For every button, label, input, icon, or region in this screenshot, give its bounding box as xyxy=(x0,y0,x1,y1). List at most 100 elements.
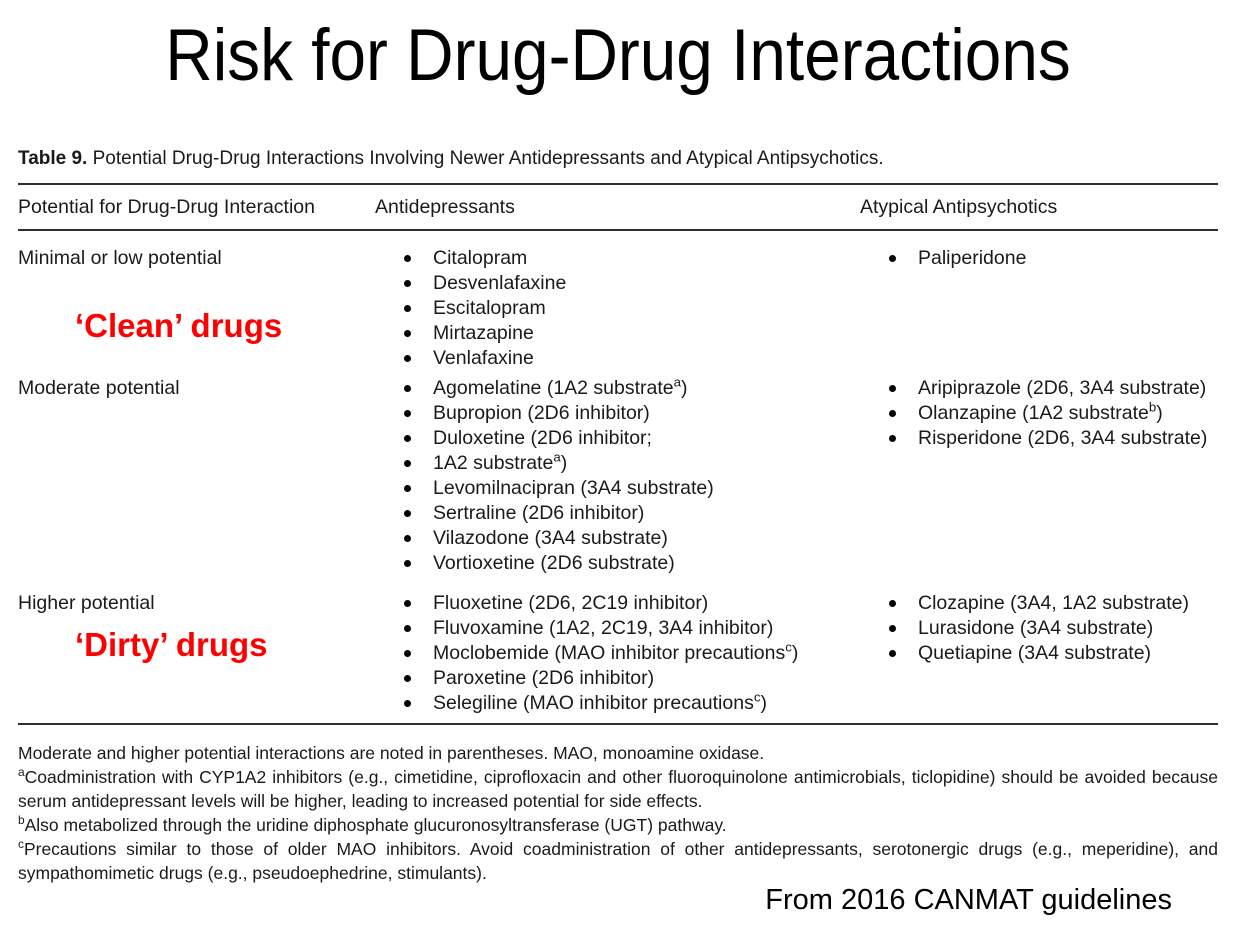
bullet-icon xyxy=(404,560,411,567)
table-row: Moderate potential Agomelatine (1A2 subst… xyxy=(18,371,1218,576)
drug-item: Sertraline (2D6 inhibitor) xyxy=(375,501,860,526)
drug-item: Fluvoxamine (1A2, 2C19, 3A4 inhibitor) xyxy=(375,616,860,641)
drug-item: Bupropion (2D6 inhibitor) xyxy=(375,401,860,426)
drug-item: Paroxetine (2D6 inhibitor) xyxy=(375,666,860,691)
drug-item-text: Paroxetine (2D6 inhibitor) xyxy=(433,667,655,689)
cell-antidepressants: Citalopram Desvenlafaxine Escitalopram Mirt… xyxy=(375,246,860,371)
bullet-icon xyxy=(404,600,411,607)
drug-item-text: Paliperidone xyxy=(918,247,1027,269)
drug-item: Clozapine (3A4, 1A2 substrate) xyxy=(860,591,1218,616)
drug-item: Lurasidone (3A4 substrate) xyxy=(860,616,1218,641)
red-annotation: ‘Dirty’ drugs xyxy=(75,626,268,663)
drug-item-text: Clozapine (3A4, 1A2 substrate) xyxy=(918,592,1189,614)
drug-item-text: Desvenlafaxine xyxy=(433,272,567,294)
row-potential-label: Higher potential xyxy=(18,592,155,614)
drug-item: Aripiprazole (2D6, 3A4 substrate) xyxy=(860,376,1218,401)
bullet-icon xyxy=(404,535,411,542)
bullet-icon xyxy=(889,410,896,417)
table-footnotes: Moderate and higher potential interactio… xyxy=(18,725,1218,885)
drug-item: Vortioxetine (2D6 substrate) xyxy=(375,551,860,576)
bullet-icon xyxy=(404,305,411,312)
bullet-icon xyxy=(404,330,411,337)
bullet-icon xyxy=(404,700,411,707)
drug-item: Moclobemide (MAO inhibitor precautionsc) xyxy=(375,639,860,666)
drug-item: Mirtazapine xyxy=(375,321,860,346)
drug-item-text: Vilazodone (3A4 substrate) xyxy=(433,527,668,549)
drug-item-text: Duloxetine (2D6 inhibitor; xyxy=(433,427,652,449)
table-rule-top xyxy=(18,183,1218,185)
drug-item-text: Sertraline (2D6 inhibitor) xyxy=(433,502,645,524)
bullet-icon xyxy=(889,435,896,442)
bullet-icon xyxy=(404,650,411,657)
bullet-icon xyxy=(889,255,896,262)
column-header-potential: Potential for Drug-Drug Interaction xyxy=(18,196,315,218)
cell-antidepressants: Fluoxetine (2D6, 2C19 inhibitor) Fluvoxam… xyxy=(375,591,860,716)
cell-antipsychotics: Clozapine (3A4, 1A2 substrate) Lurasidone… xyxy=(860,591,1218,716)
cell-antidepressants: Agomelatine (1A2 substratea) Bupropion (2… xyxy=(375,375,860,576)
footnote: aCoadministration with CYP1A2 inhibitors… xyxy=(18,765,1218,811)
cell-antipsychotics: Paliperidone xyxy=(860,246,1218,371)
table-rule-bottom xyxy=(18,723,1218,725)
row-potential-label: Moderate potential xyxy=(18,377,180,399)
drug-item-text: Olanzapine (1A2 substrateb) xyxy=(918,399,1163,424)
bullet-icon xyxy=(404,280,411,287)
drug-item-text: Mirtazapine xyxy=(433,322,534,344)
bullet-icon xyxy=(404,675,411,682)
drug-item-text: Escitalopram xyxy=(433,297,546,319)
drug-item: Selegiline (MAO inhibitor precautionsc) xyxy=(375,689,860,716)
bullet-icon xyxy=(404,435,411,442)
page-title: Risk for Drug-Drug Interactions xyxy=(165,15,1071,96)
drug-item: Levomilnacipran (3A4 substrate) xyxy=(375,476,860,501)
row-potential-label: Minimal or low potential xyxy=(18,247,222,269)
drug-item: Risperidone (2D6, 3A4 substrate) xyxy=(860,426,1218,451)
cell-antipsychotics: Aripiprazole (2D6, 3A4 substrate) Olanzap… xyxy=(860,376,1218,576)
drug-item: Paliperidone xyxy=(860,246,1218,271)
drug-item: Agomelatine (1A2 substratea) xyxy=(375,375,860,401)
bullet-icon xyxy=(889,385,896,392)
bullet-icon xyxy=(889,600,896,607)
drug-item-text: Citalopram xyxy=(433,247,528,269)
table-caption-number: Table 9. xyxy=(18,148,88,169)
table-body: Minimal or low potential ‘Clean’ drugs Cit… xyxy=(18,231,1218,723)
table-rule-header xyxy=(18,229,1218,231)
bullet-icon xyxy=(404,410,411,417)
drug-item-text: Lurasidone (3A4 substrate) xyxy=(918,617,1154,639)
table-caption: Table 9. Potential Drug-Drug Interaction… xyxy=(18,148,1218,170)
bullet-icon xyxy=(404,355,411,362)
drug-item: 1A2 substratea) xyxy=(375,450,860,476)
drug-item-text: Bupropion (2D6 inhibitor) xyxy=(433,402,650,424)
column-header-antipsychotics: Atypical Antipsychotics xyxy=(860,196,1058,218)
red-annotation: ‘Clean’ drugs xyxy=(75,307,283,344)
cell-potential: Moderate potential xyxy=(18,376,375,576)
drug-item: Citalopram xyxy=(375,246,860,271)
footnote: Moderate and higher potential interactio… xyxy=(18,743,765,763)
bullet-icon xyxy=(404,460,411,467)
drug-item-text: Aripiprazole (2D6, 3A4 substrate) xyxy=(918,377,1207,399)
bullet-icon xyxy=(404,485,411,492)
drug-item-text: Moclobemide (MAO inhibitor precautionsc) xyxy=(433,639,799,664)
footnote: bAlso metabolized through the uridine di… xyxy=(18,813,727,835)
drug-item-text: Venlafaxine xyxy=(433,347,534,369)
table-caption-text: Potential Drug-Drug Interactions Involvi… xyxy=(92,148,884,169)
bullet-icon xyxy=(889,625,896,632)
table-row: Minimal or low potential ‘Clean’ drugs Cit… xyxy=(18,231,1218,371)
cell-potential: Minimal or low potential ‘Clean’ drugs xyxy=(18,246,375,371)
bullet-icon xyxy=(404,625,411,632)
drug-item: Duloxetine (2D6 inhibitor; xyxy=(375,426,860,451)
bullet-icon xyxy=(889,650,896,657)
drug-interaction-table: Table 9. Potential Drug-Drug Interaction… xyxy=(18,148,1218,885)
bullet-icon xyxy=(404,255,411,262)
table-row: Higher potential ‘Dirty’ drugs Fluoxetine … xyxy=(18,576,1218,723)
drug-item: Vilazodone (3A4 substrate) xyxy=(375,526,860,551)
footnote: cPrecautions similar to those of older M… xyxy=(18,837,1218,883)
column-header-antidepressants: Antidepressants xyxy=(375,196,515,218)
drug-item-text: Selegiline (MAO inhibitor precautionsc) xyxy=(433,689,767,714)
drug-item: Fluoxetine (2D6, 2C19 inhibitor) xyxy=(375,591,860,616)
drug-item: Venlafaxine xyxy=(375,346,860,371)
drug-item-text: Levomilnacipran (3A4 substrate) xyxy=(433,477,714,499)
cell-potential: Higher potential ‘Dirty’ drugs xyxy=(18,591,375,716)
drug-item-text: Risperidone (2D6, 3A4 substrate) xyxy=(918,427,1208,449)
drug-item: Olanzapine (1A2 substrateb) xyxy=(860,399,1218,426)
drug-item: Quetiapine (3A4 substrate) xyxy=(860,641,1218,666)
